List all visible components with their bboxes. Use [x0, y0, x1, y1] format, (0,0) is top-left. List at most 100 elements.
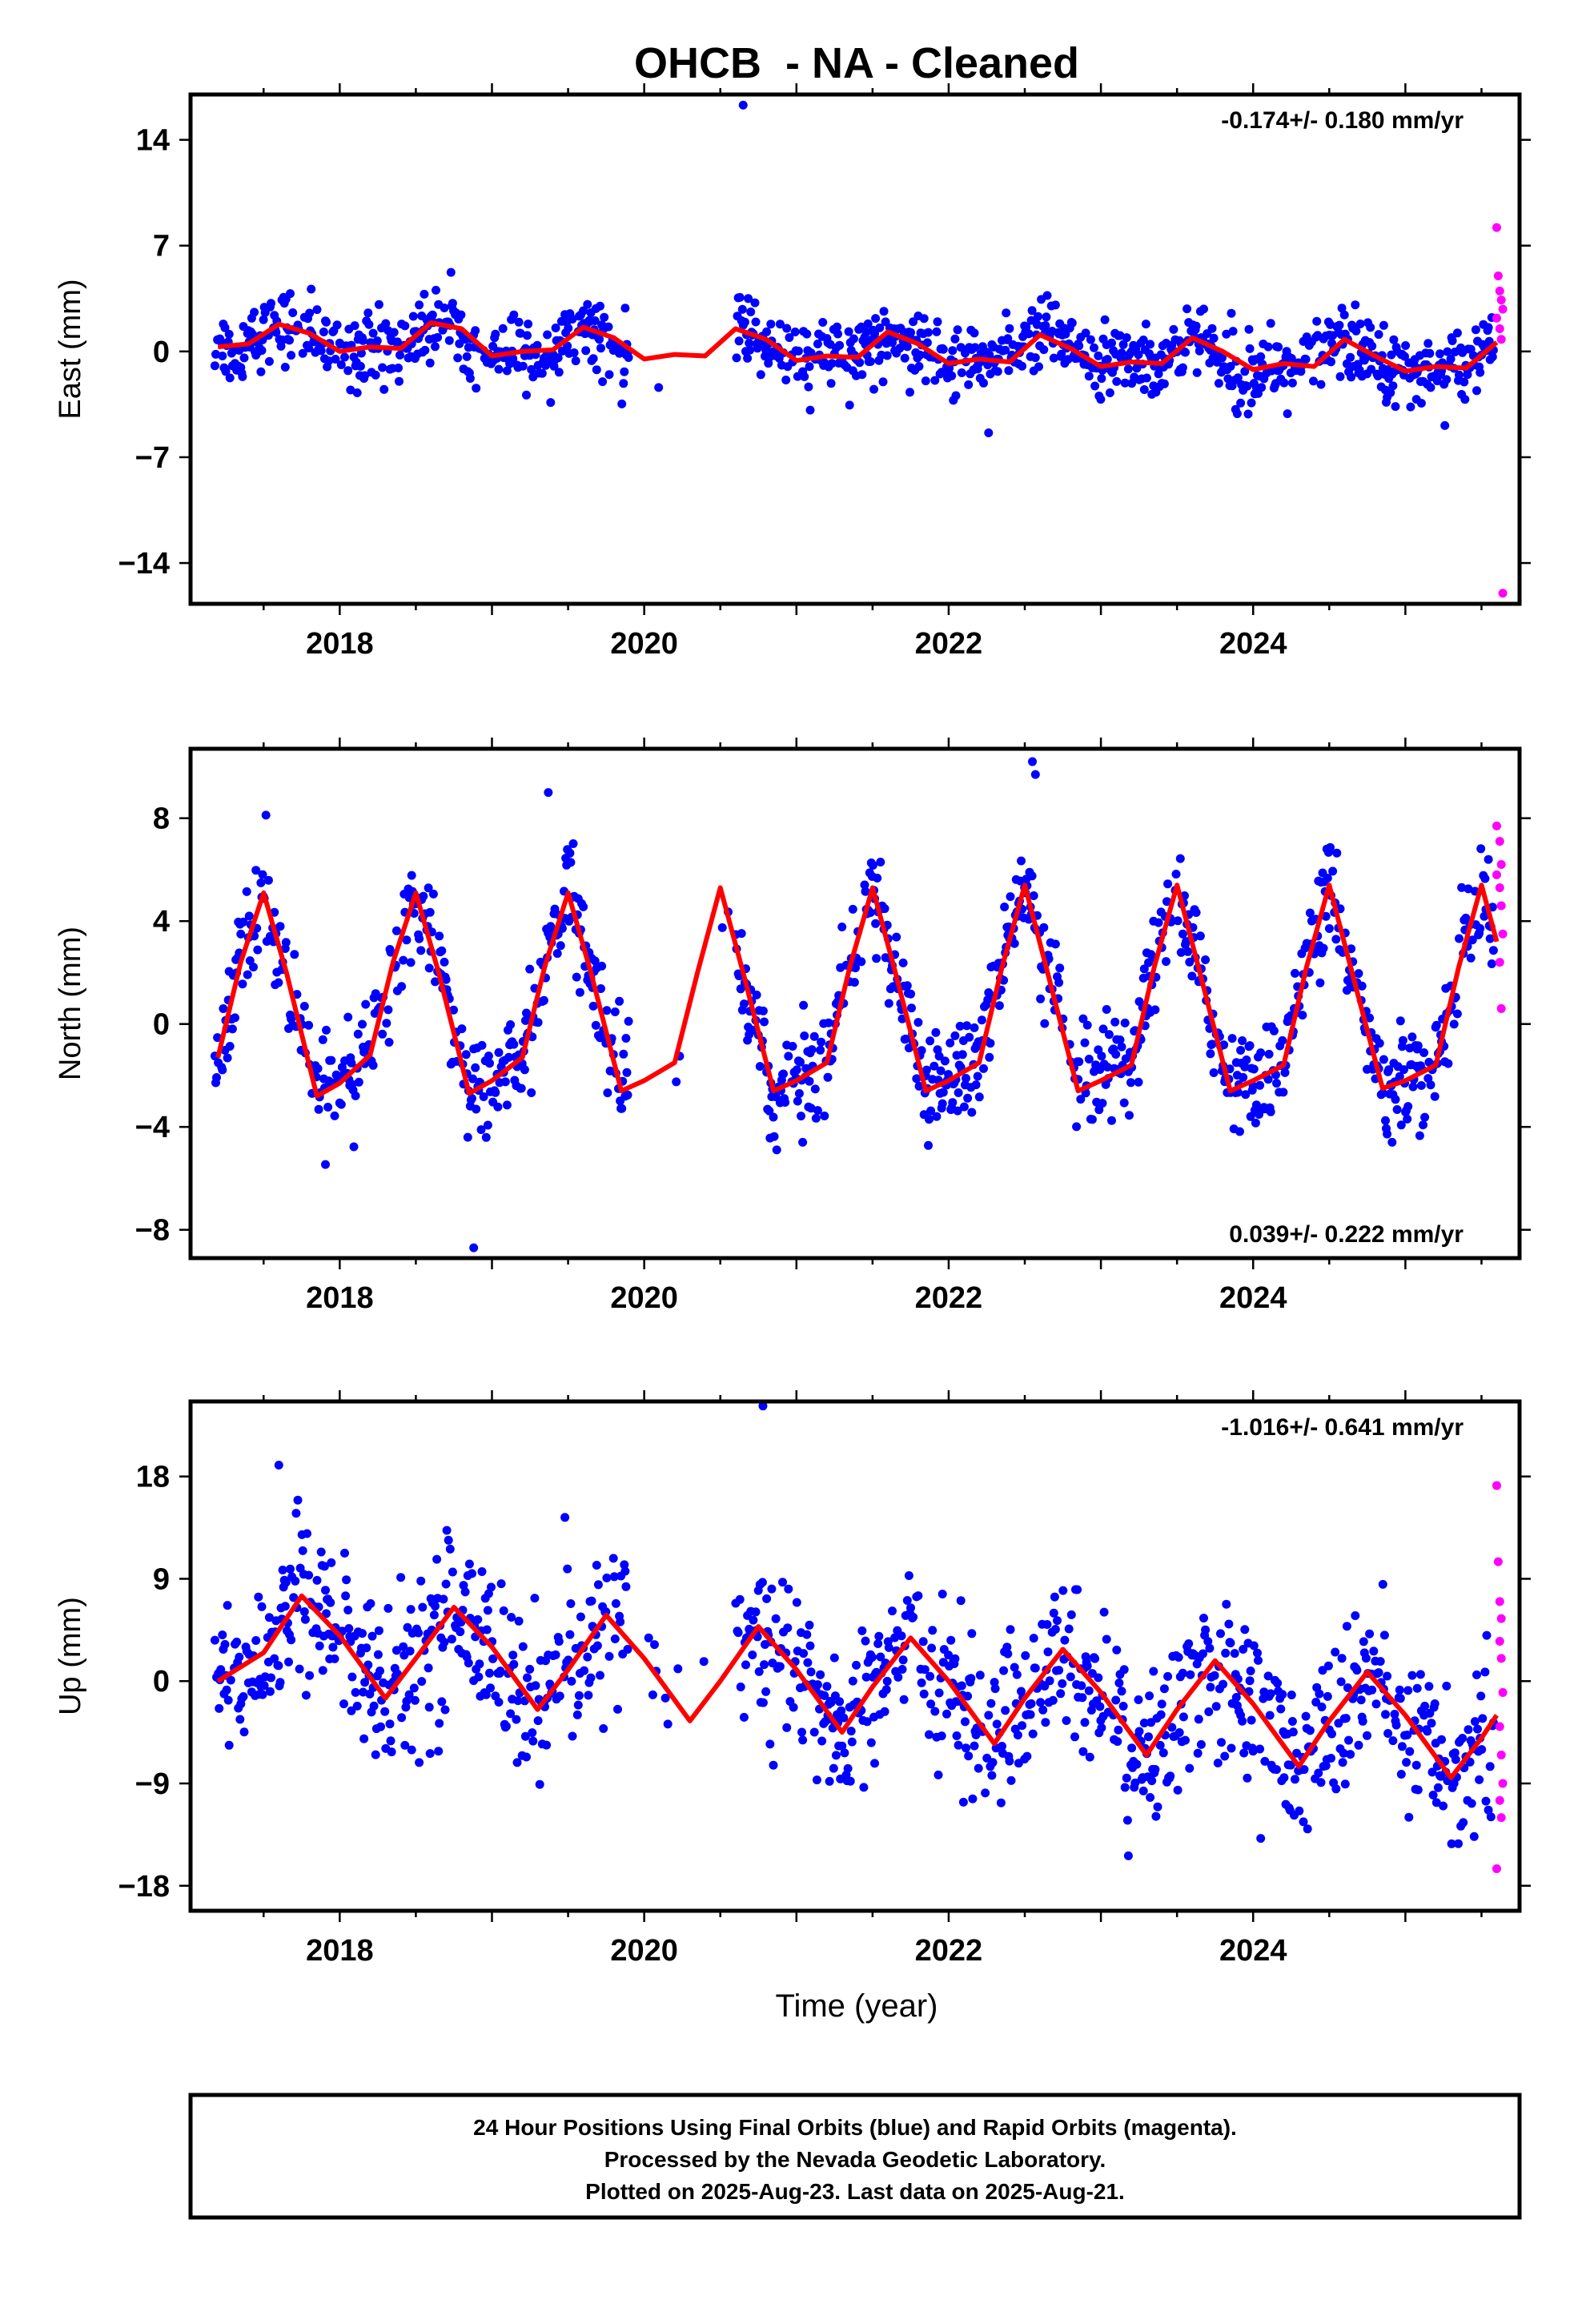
- data-point: [1341, 1714, 1351, 1723]
- data-point: [1095, 1702, 1105, 1711]
- data-point: [1104, 1030, 1114, 1039]
- data-point: [1158, 1748, 1168, 1758]
- data-point: [1102, 1634, 1111, 1644]
- data-point: [756, 370, 765, 380]
- data-point: [1243, 1773, 1252, 1783]
- data-point: [1331, 935, 1341, 944]
- data-point: [1361, 1654, 1371, 1663]
- data-point: [1213, 1759, 1223, 1767]
- data-point: [1201, 955, 1211, 964]
- data-point: [568, 839, 578, 848]
- data-point: [835, 1697, 845, 1707]
- data-point: [751, 1607, 761, 1617]
- data-point: [930, 1061, 939, 1071]
- data-point: [278, 1566, 287, 1574]
- data-point: [751, 317, 761, 327]
- data-point: [225, 1042, 235, 1051]
- data-point: [1450, 1748, 1460, 1758]
- data-point: [1276, 1704, 1286, 1714]
- data-point: [508, 354, 518, 364]
- data-point: [485, 1668, 494, 1678]
- data-point: [1017, 856, 1026, 866]
- data-point: [623, 1645, 632, 1654]
- data-point: [857, 1626, 867, 1635]
- data-point: [514, 317, 524, 327]
- data-point: [1381, 1710, 1390, 1719]
- data-point: [444, 336, 454, 345]
- rapid-orbit-point: [1498, 1779, 1508, 1788]
- data-point: [1146, 340, 1155, 349]
- data-point: [274, 1661, 283, 1671]
- data-point: [1347, 372, 1356, 382]
- data-point: [1419, 1120, 1427, 1130]
- data-point: [959, 1102, 969, 1112]
- data-point: [1243, 381, 1252, 391]
- data-point: [1117, 348, 1126, 358]
- data-point: [765, 1106, 774, 1116]
- data-point: [1027, 306, 1037, 316]
- data-point: [468, 1569, 476, 1578]
- data-point: [803, 1658, 813, 1667]
- rapid-orbit-point: [1498, 304, 1508, 314]
- data-point: [477, 1567, 487, 1576]
- data-point: [1141, 320, 1150, 329]
- data-point: [848, 1676, 857, 1686]
- data-point: [339, 1699, 348, 1709]
- data-point: [1375, 1039, 1384, 1048]
- data-point: [857, 370, 867, 380]
- data-point: [264, 356, 274, 366]
- data-point: [1400, 352, 1409, 361]
- data-point: [223, 1695, 233, 1705]
- data-point: [1327, 357, 1335, 367]
- data-point: [416, 946, 426, 955]
- data-point: [415, 1758, 424, 1767]
- data-point: [1476, 368, 1485, 377]
- data-point: [1286, 1760, 1295, 1770]
- data-point: [1459, 1818, 1468, 1827]
- data-point: [403, 1622, 412, 1632]
- data-point: [1440, 420, 1450, 430]
- data-point: [596, 344, 605, 353]
- data-point: [222, 1685, 231, 1695]
- data-point: [1150, 1005, 1160, 1015]
- data-point: [493, 1102, 503, 1112]
- data-point: [805, 1076, 814, 1086]
- data-point: [488, 1654, 498, 1663]
- data-point: [471, 1063, 480, 1072]
- rapid-orbit-point: [1498, 589, 1508, 598]
- data-point: [1127, 1743, 1137, 1753]
- data-point: [366, 1598, 375, 1608]
- data-point: [797, 1112, 805, 1121]
- data-point: [1206, 1049, 1215, 1059]
- data-point: [523, 331, 532, 340]
- data-point: [933, 317, 942, 327]
- data-point: [352, 388, 362, 397]
- data-point: [1339, 310, 1349, 320]
- data-point: [343, 1606, 353, 1614]
- data-point: [437, 1697, 447, 1707]
- data-point: [1485, 1762, 1495, 1771]
- data-point: [1115, 1035, 1125, 1044]
- data-point: [734, 336, 744, 346]
- data-point: [431, 977, 440, 987]
- data-point: [1255, 1744, 1265, 1754]
- data-point: [1367, 364, 1376, 374]
- data-point: [1256, 352, 1266, 361]
- data-point: [382, 1019, 391, 1028]
- data-point: [1102, 355, 1112, 364]
- data-point: [440, 1638, 449, 1647]
- data-point: [884, 1642, 893, 1652]
- data-point: [1398, 1035, 1407, 1045]
- data-point: [1086, 335, 1095, 344]
- data-point: [1482, 1630, 1492, 1640]
- data-point: [494, 1047, 504, 1057]
- data-point: [861, 328, 871, 337]
- data-point: [1150, 1765, 1160, 1774]
- data-point: [1245, 1676, 1255, 1686]
- data-point: [1060, 1635, 1070, 1645]
- data-point: [938, 1088, 948, 1097]
- rapid-orbit-point: [1492, 223, 1501, 232]
- data-point: [1344, 1735, 1353, 1745]
- data-point: [1110, 1017, 1120, 1027]
- data-point: [1452, 328, 1462, 338]
